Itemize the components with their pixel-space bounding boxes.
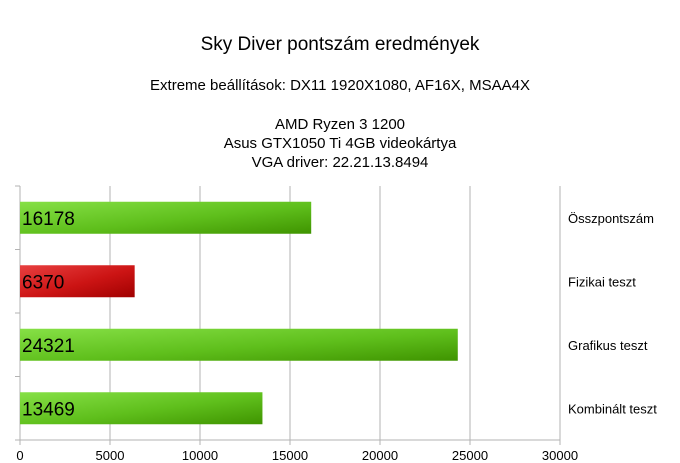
x-tick-label: 25000 xyxy=(452,448,488,463)
info-line-gpu: Asus GTX1050 Ti 4GB videokártya xyxy=(223,135,457,152)
info-line-cpu: AMD Ryzen 3 1200 xyxy=(274,116,406,133)
x-tick-label: 20000 xyxy=(362,448,398,463)
bar xyxy=(20,328,458,361)
bar-value-label: 13469 xyxy=(22,399,75,420)
x-tick-label: 5000 xyxy=(96,448,125,463)
bar-value-label: 24321 xyxy=(22,336,75,357)
x-tick-label: 0 xyxy=(16,448,23,463)
bar-value-label: 6370 xyxy=(22,272,64,293)
bar xyxy=(20,201,312,234)
x-tick-label: 10000 xyxy=(182,448,218,463)
info-line-driver: VGA driver: 22.21.13.8494 xyxy=(251,154,429,171)
bars xyxy=(20,201,458,425)
category-label: Grafikus teszt xyxy=(568,338,648,353)
chart-title: Sky Diver pontszám eredmények xyxy=(200,34,480,55)
category-label: Kombinált teszt xyxy=(568,401,657,416)
bar xyxy=(20,392,263,425)
bar xyxy=(20,265,135,298)
category-label: Összpontszám xyxy=(568,211,654,226)
x-tick-label: 30000 xyxy=(542,448,578,463)
chart-subtitle: Extreme beállítások: DX11 1920X1080, AF1… xyxy=(150,77,530,94)
x-tick-label: 15000 xyxy=(272,448,308,463)
labels: 0 5000 10000 15000 20000 25000 30000 16178 Összp… xyxy=(16,209,657,463)
bar-value-label: 16178 xyxy=(22,209,75,230)
category-label: Fizikai teszt xyxy=(568,274,636,289)
